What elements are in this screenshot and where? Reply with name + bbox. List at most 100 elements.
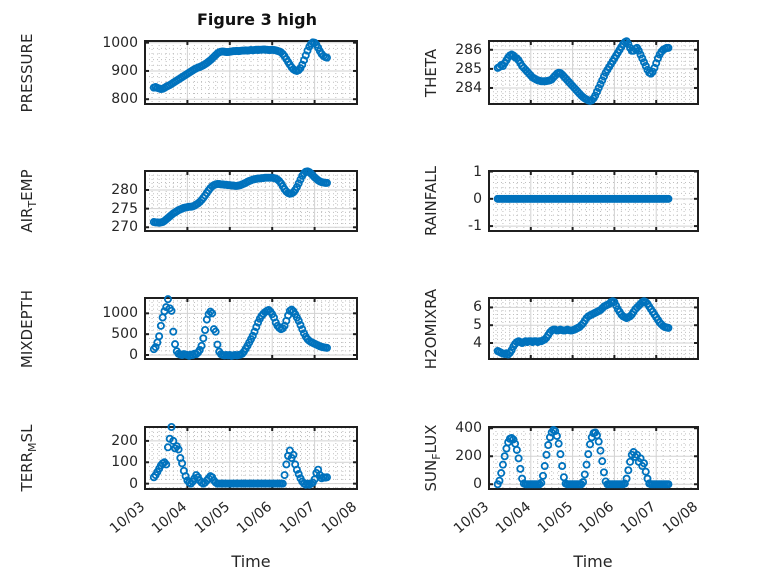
data-series <box>149 422 331 489</box>
data-point <box>594 437 603 446</box>
data-point <box>624 466 633 475</box>
axis-ticks <box>488 41 699 104</box>
y-tick-label: 200 <box>455 448 482 465</box>
data-point <box>181 472 190 481</box>
data-point <box>178 459 187 468</box>
y-tick-label: 286 <box>455 41 482 58</box>
data-point <box>516 464 525 473</box>
data-point <box>292 465 301 474</box>
data-point <box>174 445 183 454</box>
data-point <box>580 470 589 479</box>
y-tick-label: 400 <box>455 420 482 437</box>
data-point <box>156 321 165 330</box>
data-point <box>248 331 257 340</box>
subplot-air-temp <box>144 167 358 232</box>
y-tick-label: 6 <box>473 299 482 316</box>
data-point <box>542 450 551 459</box>
x-axis-label-left: Time <box>231 552 271 571</box>
data-point <box>211 327 220 336</box>
data-point <box>169 436 178 445</box>
subplot-mixdepth <box>144 295 358 360</box>
y-tick-label: 0 <box>129 347 138 363</box>
data-point <box>641 467 650 476</box>
data-point <box>199 334 208 343</box>
y-tick-label: 285 <box>455 60 482 77</box>
axes-frame <box>144 297 358 360</box>
data-point <box>622 474 631 483</box>
data-point <box>167 306 176 315</box>
data-point <box>502 444 511 453</box>
data-point <box>591 91 600 100</box>
data-point <box>163 443 172 452</box>
y-tick-label: 4 <box>473 334 482 351</box>
x-tick-label: 10/03 <box>450 498 493 538</box>
data-series <box>149 295 331 360</box>
y-tick-label: 500 <box>111 326 138 343</box>
grid-minor <box>145 41 357 104</box>
data-point <box>638 54 647 63</box>
data-point <box>552 431 561 440</box>
data-point <box>624 40 633 49</box>
data-point <box>322 473 331 482</box>
data-point <box>544 441 553 450</box>
data-point <box>213 340 222 349</box>
data-point <box>559 473 568 482</box>
data-point <box>579 478 588 487</box>
data-point <box>280 471 289 480</box>
data-point <box>252 323 261 332</box>
data-point <box>500 452 509 461</box>
data-point <box>322 53 331 62</box>
data-point <box>664 194 673 203</box>
data-point <box>250 327 259 336</box>
data-series <box>493 425 673 489</box>
data-point <box>636 50 645 59</box>
data-point <box>664 43 673 52</box>
data-point <box>582 460 591 469</box>
axes-frame <box>488 426 699 490</box>
data-point <box>514 454 523 463</box>
y-tick-label: 0 <box>473 190 482 207</box>
data-point <box>294 316 303 325</box>
y-tick-label: 1 <box>473 163 482 180</box>
x-tick-label: 10/04 <box>149 498 191 538</box>
data-point <box>158 313 167 322</box>
data-point <box>596 446 605 455</box>
y-tick-label: 0 <box>129 475 138 492</box>
data-point <box>322 178 331 187</box>
data-point <box>596 80 605 89</box>
data-point <box>201 325 210 334</box>
data-point <box>195 345 204 354</box>
data-series <box>149 38 331 94</box>
data-point <box>282 460 291 469</box>
axes-frame <box>144 40 358 105</box>
data-point <box>495 476 504 485</box>
data-point <box>640 58 649 67</box>
subplot-rainfall <box>488 170 699 232</box>
data-point <box>171 340 180 349</box>
data-point <box>208 309 217 318</box>
data-point <box>498 460 507 469</box>
subplot-pressure <box>144 38 358 105</box>
grid-major <box>145 41 357 104</box>
data-point <box>206 307 215 316</box>
data-point <box>648 67 657 76</box>
data-point <box>540 462 549 471</box>
subplot-h2omixra <box>488 297 699 360</box>
data-point <box>640 459 649 468</box>
data-point <box>296 320 305 329</box>
axes-frame <box>488 40 699 105</box>
data-point <box>599 72 608 81</box>
y-tick-label: 5 <box>473 317 482 334</box>
data-series <box>493 37 673 105</box>
y-tick-label: 284 <box>455 79 482 96</box>
y-tick-label: 800 <box>111 91 138 108</box>
data-point <box>278 479 287 488</box>
y-tick-label: 0 <box>473 476 482 493</box>
data-series <box>493 194 673 203</box>
figure-title: Figure 3 high <box>197 10 317 29</box>
axis-ticks <box>144 171 358 231</box>
data-point <box>509 435 518 444</box>
data-point <box>169 327 178 336</box>
data-point <box>497 469 506 478</box>
